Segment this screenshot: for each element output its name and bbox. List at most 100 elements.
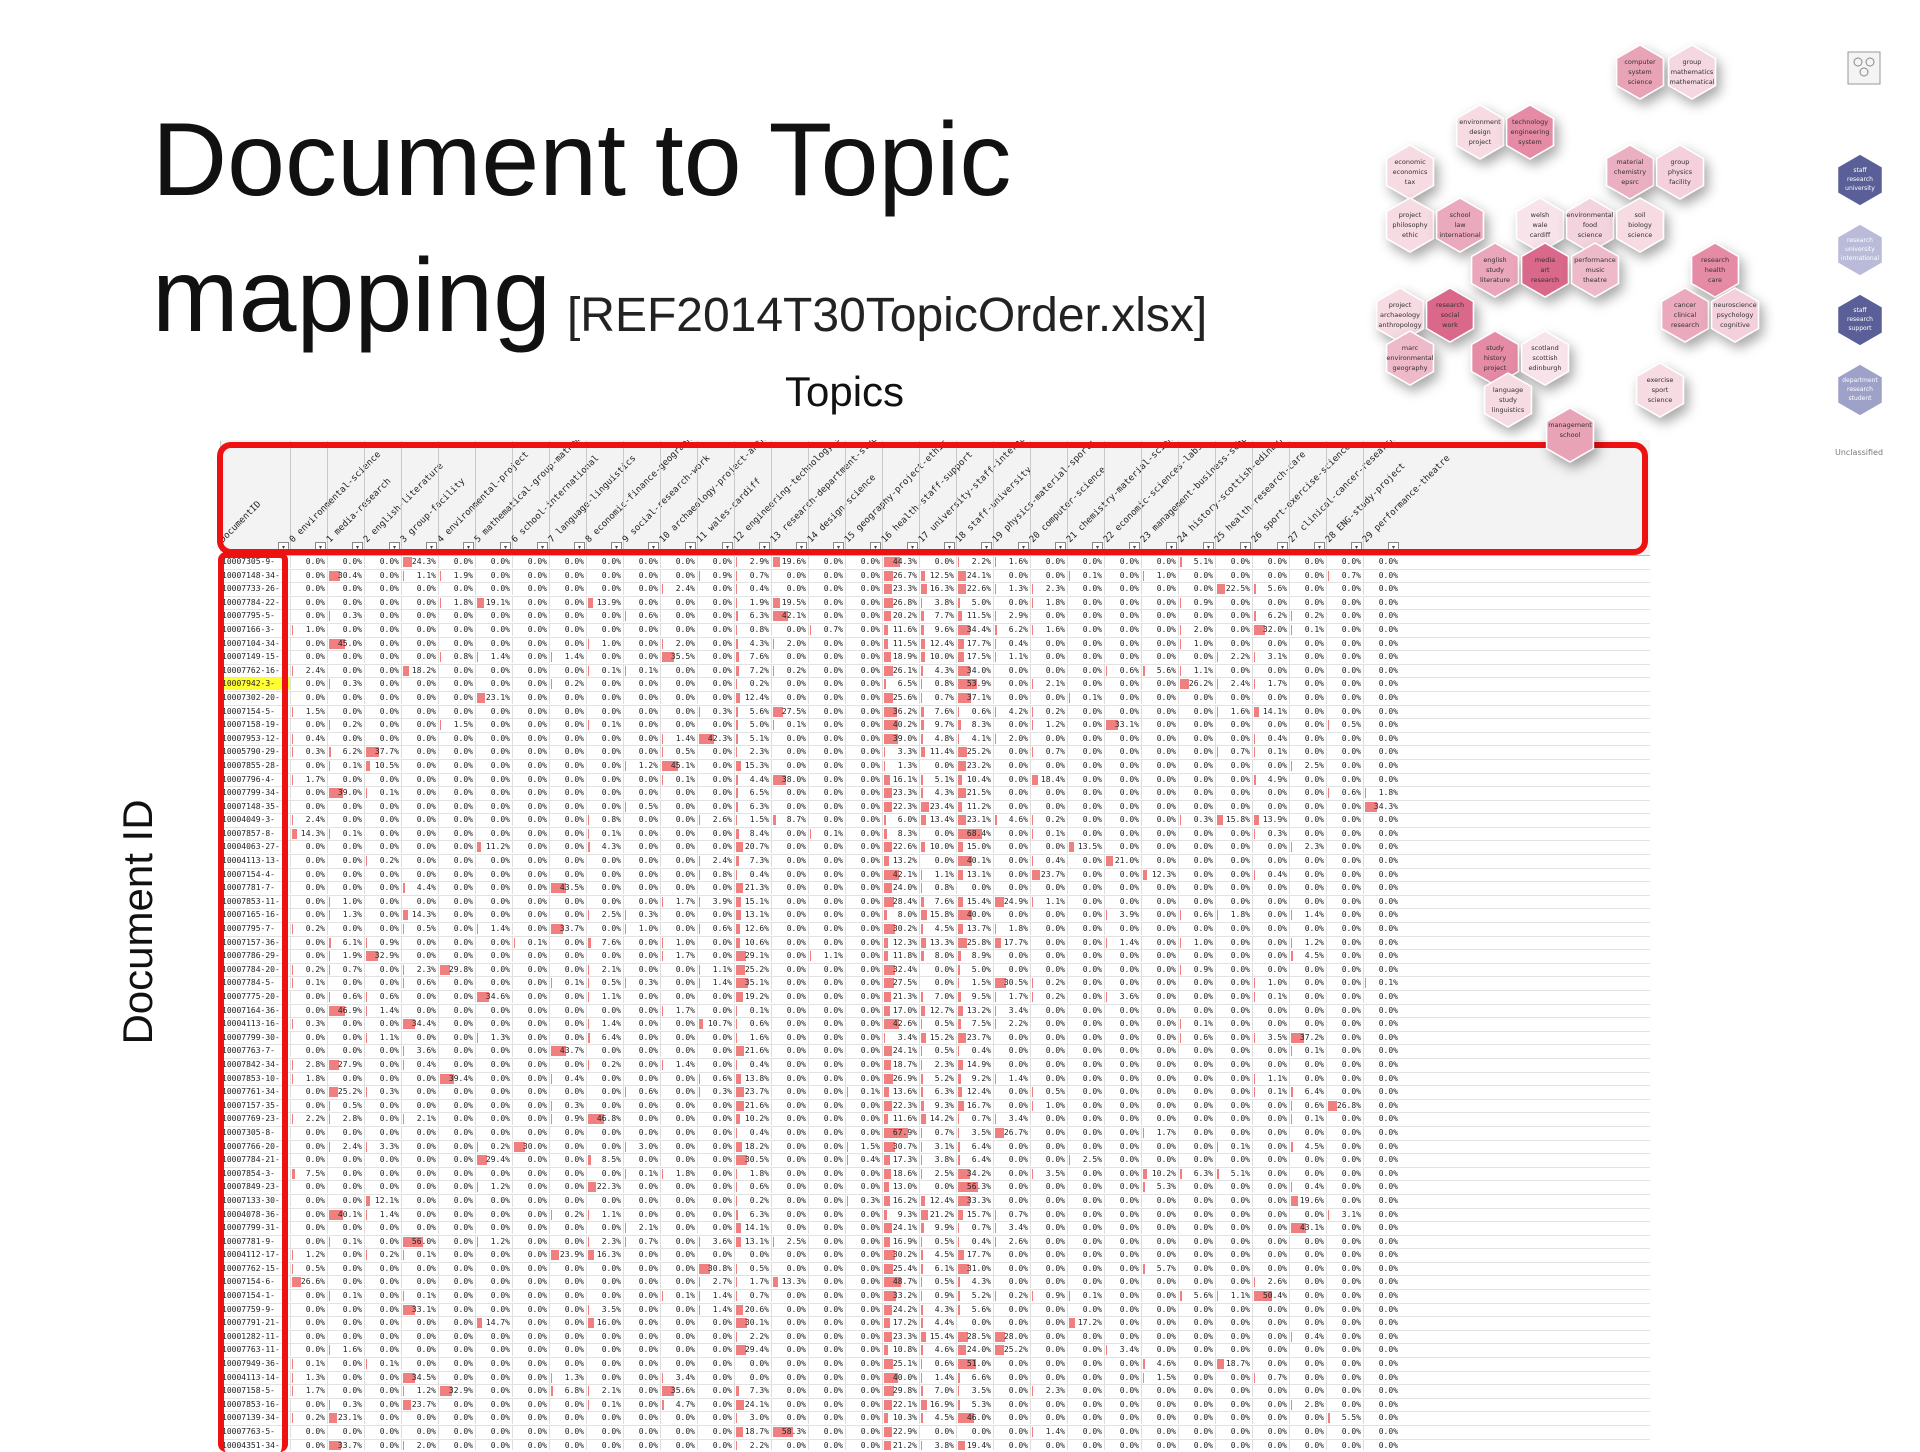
topic-percentage-cell[interactable]: 0.0%	[697, 1222, 734, 1234]
topic-percentage-cell[interactable]: 0.0%	[401, 1141, 438, 1153]
topic-percentage-cell[interactable]: 0.0%	[660, 1154, 697, 1166]
topic-percentage-cell[interactable]: 2.1%	[623, 1222, 660, 1234]
topic-percentage-cell[interactable]: 0.0%	[586, 1263, 623, 1275]
topic-percentage-cell[interactable]: 0.0%	[697, 1195, 734, 1207]
topic-percentage-cell[interactable]: 0.9%	[1030, 1290, 1067, 1302]
topic-percentage-cell[interactable]: 0.0%	[1289, 1304, 1326, 1316]
topic-percentage-cell[interactable]: 0.0%	[475, 760, 512, 772]
topic-percentage-cell[interactable]: 0.0%	[1141, 678, 1178, 690]
topic-percentage-cell[interactable]: 0.0%	[1215, 624, 1252, 636]
topic-percentage-cell[interactable]: 0.0%	[549, 1276, 586, 1288]
topic-percentage-cell[interactable]: 0.0%	[993, 1032, 1030, 1044]
topic-percentage-cell[interactable]: 6.3%	[734, 801, 771, 813]
topic-percentage-cell[interactable]: 1.4%	[993, 1073, 1030, 1085]
topic-percentage-cell[interactable]: 0.0%	[1326, 991, 1363, 1003]
topic-percentage-cell[interactable]: 0.0%	[586, 692, 623, 704]
topic-percentage-cell[interactable]: 0.0%	[1289, 719, 1326, 731]
topic-percentage-cell[interactable]: 0.0%	[1141, 651, 1178, 663]
topic-percentage-cell[interactable]: 0.0%	[808, 787, 845, 799]
topic-percentage-cell[interactable]: 0.0%	[808, 774, 845, 786]
topic-percentage-cell[interactable]: 0.0%	[549, 1399, 586, 1411]
topic-percentage-cell[interactable]: 0.0%	[1215, 1195, 1252, 1207]
topic-percentage-cell[interactable]: 22.9%	[882, 1426, 919, 1438]
topic-percentage-cell[interactable]: 0.0%	[549, 706, 586, 718]
topic-percentage-cell[interactable]: 0.0%	[697, 583, 734, 595]
topic-percentage-cell[interactable]: 0.1%	[1363, 977, 1400, 989]
topic-percentage-cell[interactable]: 0.5%	[401, 923, 438, 935]
topic-percentage-cell[interactable]: 0.0%	[697, 1209, 734, 1221]
topic-percentage-cell[interactable]: 0.0%	[438, 1113, 475, 1125]
topic-percentage-cell[interactable]: 12.4%	[734, 692, 771, 704]
topic-percentage-cell[interactable]: 0.0%	[549, 909, 586, 921]
topic-percentage-cell[interactable]: 1.1%	[586, 1209, 623, 1221]
topic-percentage-cell[interactable]: 0.0%	[549, 1331, 586, 1343]
topic-percentage-cell[interactable]: 0.0%	[993, 1195, 1030, 1207]
topic-percentage-cell[interactable]: 0.0%	[1215, 1276, 1252, 1288]
topic-percentage-cell[interactable]: 0.0%	[290, 1100, 327, 1112]
topic-percentage-cell[interactable]: 0.0%	[1104, 706, 1141, 718]
topic-percentage-cell[interactable]: 0.0%	[993, 1045, 1030, 1057]
topic-percentage-cell[interactable]: 0.1%	[290, 977, 327, 989]
topic-percentage-cell[interactable]: 0.0%	[1178, 1304, 1215, 1316]
topic-percentage-cell[interactable]: 0.0%	[1141, 1290, 1178, 1302]
topic-percentage-cell[interactable]: 0.0%	[1363, 638, 1400, 650]
topic-percentage-cell[interactable]: 0.6%	[919, 1358, 956, 1370]
topic-percentage-cell[interactable]: 12.4%	[919, 638, 956, 650]
topic-percentage-cell[interactable]: 0.0%	[1178, 896, 1215, 908]
topic-percentage-cell[interactable]: 0.0%	[1363, 1195, 1400, 1207]
topic-percentage-cell[interactable]: 0.0%	[1363, 1263, 1400, 1275]
topic-percentage-cell[interactable]: 0.0%	[327, 1358, 364, 1370]
topic-percentage-cell[interactable]: 0.0%	[1067, 1100, 1104, 1112]
topic-percentage-cell[interactable]: 0.0%	[475, 1100, 512, 1112]
topic-percentage-cell[interactable]: 0.0%	[697, 1181, 734, 1193]
topic-percentage-cell[interactable]: 0.0%	[1178, 991, 1215, 1003]
topic-percentage-cell[interactable]: 1.8%	[290, 1073, 327, 1085]
topic-percentage-cell[interactable]: 53.9%	[956, 678, 993, 690]
topic-percentage-cell[interactable]: 0.0%	[438, 1086, 475, 1098]
topic-percentage-cell[interactable]: 0.0%	[364, 1440, 401, 1450]
topic-percentage-cell[interactable]: 0.0%	[1104, 1276, 1141, 1288]
topic-percentage-cell[interactable]: 0.0%	[1067, 638, 1104, 650]
topic-percentage-cell[interactable]: 13.1%	[956, 869, 993, 881]
topic-percentage-cell[interactable]: 0.0%	[512, 828, 549, 840]
topic-percentage-cell[interactable]: 1.8%	[1030, 597, 1067, 609]
topic-percentage-cell[interactable]: 0.0%	[290, 760, 327, 772]
topic-percentage-cell[interactable]: 22.1%	[882, 1399, 919, 1411]
topic-percentage-cell[interactable]: 6.1%	[327, 937, 364, 949]
topic-percentage-cell[interactable]: 0.0%	[401, 733, 438, 745]
topic-percentage-cell[interactable]: 0.0%	[290, 1399, 327, 1411]
topic-percentage-cell[interactable]: 0.0%	[1141, 583, 1178, 595]
topic-percentage-cell[interactable]: 0.0%	[327, 774, 364, 786]
topic-percentage-cell[interactable]: 0.0%	[1363, 991, 1400, 1003]
topic-percentage-cell[interactable]: 0.0%	[1289, 1073, 1326, 1085]
topic-percentage-cell[interactable]: 0.0%	[845, 964, 882, 976]
topic-percentage-cell[interactable]: 0.0%	[290, 1127, 327, 1139]
topic-percentage-cell[interactable]: 0.0%	[697, 678, 734, 690]
topic-percentage-cell[interactable]: 17.2%	[882, 1317, 919, 1329]
topic-percentage-cell[interactable]: 0.1%	[623, 1168, 660, 1180]
topic-percentage-cell[interactable]: 4.5%	[919, 923, 956, 935]
topic-percentage-cell[interactable]: 0.0%	[1030, 692, 1067, 704]
topic-percentage-cell[interactable]: 6.2%	[1252, 610, 1289, 622]
topic-percentage-cell[interactable]: 23.7%	[734, 1086, 771, 1098]
topic-percentage-cell[interactable]: 13.7%	[956, 923, 993, 935]
topic-percentage-cell[interactable]: 0.0%	[290, 638, 327, 650]
topic-percentage-cell[interactable]: 0.0%	[1326, 841, 1363, 853]
topic-percentage-cell[interactable]: 0.0%	[1326, 1168, 1363, 1180]
topic-percentage-cell[interactable]: 0.0%	[290, 937, 327, 949]
topic-percentage-cell[interactable]: 0.0%	[1067, 1372, 1104, 1384]
topic-percentage-cell[interactable]: 11.2%	[475, 841, 512, 853]
topic-percentage-cell[interactable]: 10.3%	[882, 1412, 919, 1424]
topic-percentage-cell[interactable]: 0.7%	[956, 1113, 993, 1125]
topic-percentage-cell[interactable]: 0.0%	[1289, 706, 1326, 718]
topic-percentage-cell[interactable]: 0.0%	[993, 1249, 1030, 1261]
topic-percentage-cell[interactable]: 0.0%	[1030, 733, 1067, 745]
topic-percentage-cell[interactable]: 0.0%	[1067, 1331, 1104, 1343]
topic-percentage-cell[interactable]: 7.6%	[919, 706, 956, 718]
topic-percentage-cell[interactable]: 0.0%	[586, 1290, 623, 1302]
topic-percentage-cell[interactable]: 0.0%	[660, 1127, 697, 1139]
topic-percentage-cell[interactable]: 0.0%	[697, 787, 734, 799]
topic-percentage-cell[interactable]: 0.0%	[1215, 1440, 1252, 1450]
topic-percentage-cell[interactable]: 0.0%	[1104, 746, 1141, 758]
topic-percentage-cell[interactable]: 0.0%	[1363, 1344, 1400, 1356]
